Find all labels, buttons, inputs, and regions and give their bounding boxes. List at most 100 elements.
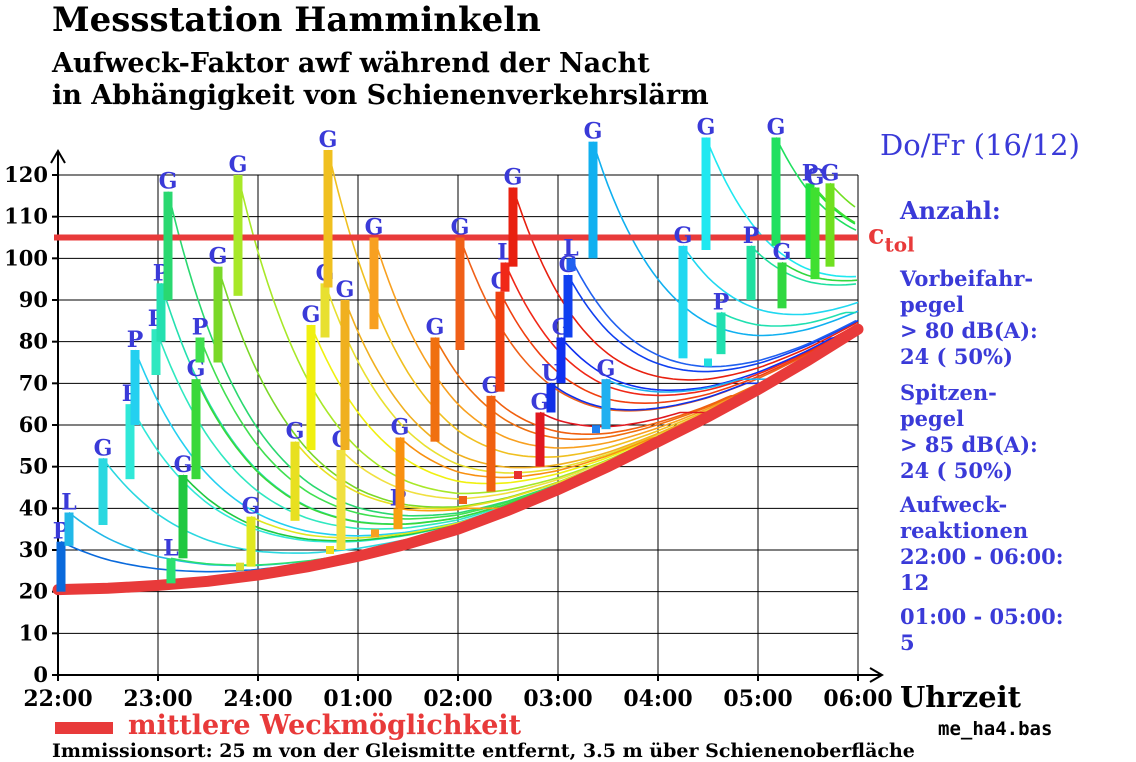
event-label: G: [531, 390, 550, 416]
x-tick-label: 03:00: [523, 686, 592, 712]
x-tick-label: 23:00: [123, 686, 192, 712]
y-tick-label: 50: [19, 454, 48, 479]
event-marker: [592, 425, 600, 434]
event-label: L: [163, 535, 178, 561]
event-bar: [246, 516, 256, 567]
event-marker: [704, 358, 712, 367]
event-bar: [535, 412, 545, 467]
decay-curve: [170, 329, 857, 566]
x-axis-label: Uhrzeit: [900, 680, 1021, 714]
event-bar: [601, 379, 611, 430]
event-label: G: [229, 152, 248, 178]
event-label: P: [192, 315, 209, 341]
event-marker: [371, 529, 379, 538]
event-bar: [306, 325, 316, 450]
peak-label-1: Spitzen-: [900, 380, 997, 405]
event-label: G: [242, 494, 261, 520]
chart-subtitle-line2: in Abhängigkeit von Schienenverkehrslärm: [52, 80, 709, 111]
x-tick-label: 04:00: [623, 686, 692, 712]
y-tick-label: 40: [19, 495, 48, 520]
period-label: Do/Fr (16/12): [880, 128, 1080, 162]
event-bar: [156, 283, 166, 342]
event-bar: [678, 245, 688, 359]
event-bar: [716, 312, 726, 355]
event-label: G: [391, 415, 410, 441]
event-bar: [495, 291, 505, 392]
event-marker: [459, 496, 467, 504]
event-label: G: [286, 419, 305, 445]
event-bar: [563, 275, 573, 338]
event-bar: [233, 175, 243, 296]
event-bar: [508, 187, 518, 267]
y-tick-label: 80: [19, 329, 48, 354]
event-bar: [64, 512, 74, 546]
event-bar: [98, 458, 108, 525]
y-axis-arrow: [50, 149, 66, 164]
x-tick-label: 06:00: [823, 686, 892, 712]
pass-label-2: pegel: [900, 292, 965, 317]
event-bar: [455, 237, 465, 350]
peak-label-2: pegel: [900, 406, 965, 431]
x-tick-label: 24:00: [223, 686, 292, 712]
wake-value-1: 12: [900, 570, 930, 595]
event-label: L: [563, 235, 578, 261]
event-bar: [125, 404, 135, 480]
event-label: G: [336, 277, 355, 303]
x-tick-label: 05:00: [723, 686, 792, 712]
event-label: G: [94, 435, 113, 461]
event-label: G: [187, 356, 206, 382]
wake-reactions-block: Aufweck- reaktionen 22:00 - 06:00: 12 01…: [900, 492, 1064, 656]
event-bar: [395, 437, 405, 509]
event-label: P: [743, 223, 760, 249]
y-tick-label: 120: [4, 162, 48, 187]
event-bar: [566, 258, 576, 271]
event-label: P: [127, 327, 144, 353]
y-tick-label: 20: [19, 579, 48, 604]
event-bar: [323, 150, 333, 288]
wake-label-4: 01:00 - 05:00:: [900, 604, 1064, 629]
event-bar: [701, 137, 711, 250]
peak-value: 24 ( 50%): [900, 458, 1013, 483]
decay-curve: [570, 257, 857, 368]
pass-level-block: Vorbeifahr- pegel > 80 dB(A): 24 ( 50%): [900, 266, 1038, 370]
wake-label-3: 22:00 - 06:00:: [900, 544, 1064, 569]
y-tick-label: 10: [19, 620, 48, 645]
pass-value: 24 ( 50%): [900, 344, 1013, 369]
y-tick-label: 30: [19, 537, 48, 562]
wake-value-2: 5: [900, 630, 915, 655]
legend-swatch: [55, 722, 113, 734]
event-label: G: [174, 452, 193, 478]
event-label: P: [802, 160, 819, 186]
count-label: Anzahl:: [900, 196, 1001, 225]
event-label: G: [821, 160, 840, 186]
event-label: G: [426, 315, 445, 341]
event-marker: [236, 562, 244, 571]
decay-curve: [705, 137, 857, 278]
event-label: G: [767, 115, 786, 141]
event-bar: [369, 237, 379, 330]
y-tick-label: 70: [19, 370, 48, 395]
pass-label-1: Vorbeifahr-: [900, 266, 1034, 291]
decay-curve: [720, 311, 856, 327]
event-bar: [130, 350, 140, 425]
event-label: G: [773, 240, 792, 266]
event-bar: [810, 187, 820, 280]
event-label: G: [597, 356, 616, 382]
event-bar: [166, 558, 176, 584]
chart-subtitle-line1: Aufweck-Faktor awf während der Nacht: [52, 48, 650, 79]
event-bar: [777, 262, 787, 309]
event-bar: [178, 475, 188, 559]
x-tick-label: 02:00: [423, 686, 492, 712]
event-bar: [825, 183, 835, 267]
event-bar: [805, 183, 815, 259]
peak-level-block: Spitzen- pegel > 85 dB(A): 24 ( 50%): [900, 380, 1038, 484]
y-tick-label: 100: [4, 245, 48, 270]
peak-label-3: > 85 dB(A):: [900, 432, 1038, 457]
pass-label-3: > 80 dB(A):: [900, 318, 1038, 343]
event-bar: [151, 329, 161, 375]
event-marker: [514, 471, 522, 479]
decay-curve: [160, 283, 857, 525]
event-label: U: [541, 360, 560, 386]
x-tick-label: 01:00: [323, 686, 392, 712]
